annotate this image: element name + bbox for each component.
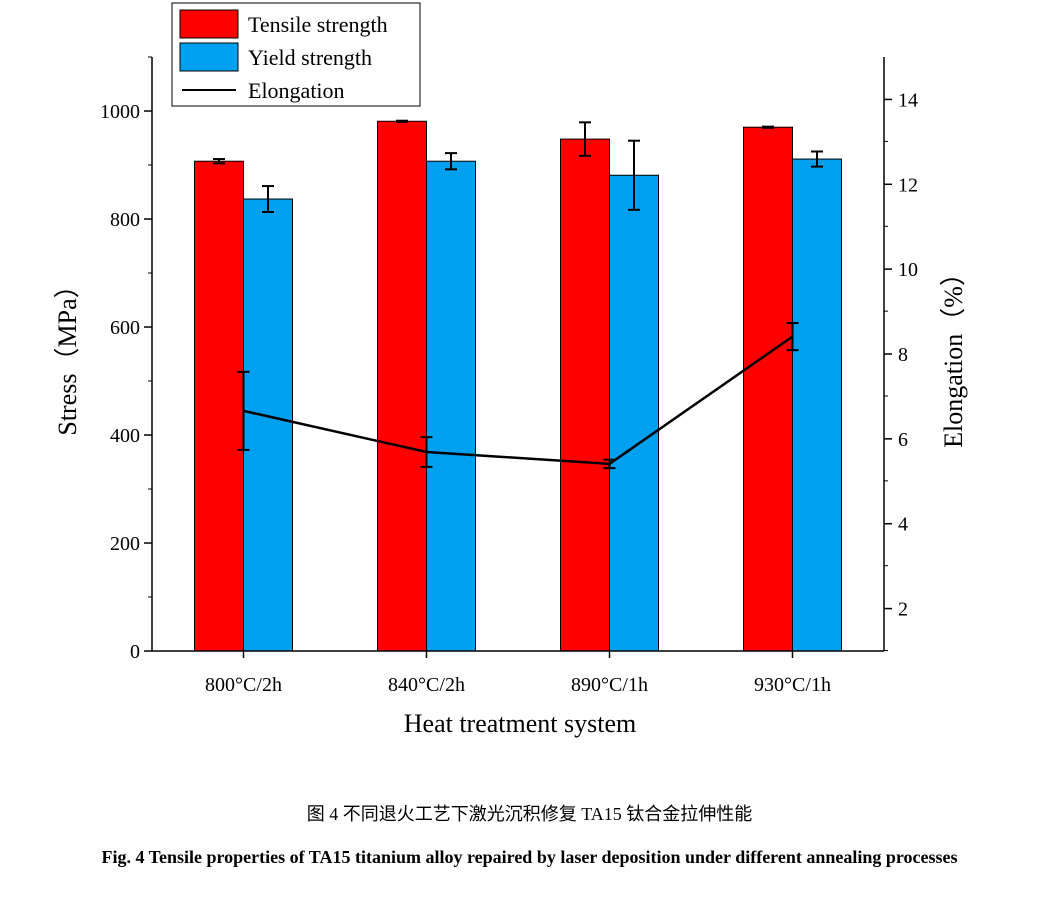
legend-swatch-1 xyxy=(179,42,239,72)
bar-0-3 xyxy=(743,126,793,652)
y2-tick-label: 2 xyxy=(898,599,908,621)
y2-tick-label: 6 xyxy=(898,429,908,451)
y2-tick-label: 10 xyxy=(898,259,918,281)
y-tick-label: 200 xyxy=(110,533,140,555)
bar-0-0 xyxy=(194,160,244,652)
y-tick-label: 400 xyxy=(110,425,140,447)
bar-0-1 xyxy=(377,120,427,652)
y2-axis-label: Elongation（%） xyxy=(939,260,968,448)
legend-swatch-0 xyxy=(179,9,239,39)
y2-tick-label: 12 xyxy=(898,174,918,196)
bar-1-0 xyxy=(243,198,293,652)
y2-tick-label: 4 xyxy=(898,514,908,536)
y-tick-label: 600 xyxy=(110,317,140,339)
elongation-line xyxy=(243,335,794,466)
y2-tick-label: 8 xyxy=(898,344,908,366)
x-axis-label: Heat treatment system xyxy=(404,709,636,738)
legend-label-2: Elongation xyxy=(248,78,345,103)
y2-tick-label: 14 xyxy=(898,89,918,111)
chart: 0 200 400 600 800 1000 2 4 6 8 10 12 14 800°C/2h 840°C… xyxy=(53,2,968,738)
x-tick-label: 930°C/1h xyxy=(754,674,831,696)
bar-0-2 xyxy=(560,138,610,652)
x-tick-label: 840°C/2h xyxy=(388,674,465,696)
x-tick-label: 800°C/2h xyxy=(205,674,282,696)
y-tick-label: 800 xyxy=(110,209,140,231)
bar-1-2 xyxy=(609,174,659,652)
bar-1-3 xyxy=(792,158,842,652)
y-tick-label: 0 xyxy=(130,641,140,663)
caption-chinese: 图 4 不同退火工艺下激光沉积修复 TA15 钛合金拉伸性能 xyxy=(306,804,753,824)
y-axis-label: Stress（MPa） xyxy=(53,272,82,435)
x-tick-label: 890°C/1h xyxy=(571,674,648,696)
legend-label-1: Yield strength xyxy=(248,45,372,70)
caption-english: Fig. 4 Tensile properties of TA15 titani… xyxy=(101,847,958,867)
y-tick-label: 1000 xyxy=(100,101,140,123)
legend-label-0: Tensile strength xyxy=(248,12,388,37)
bar-1-1 xyxy=(426,160,476,652)
